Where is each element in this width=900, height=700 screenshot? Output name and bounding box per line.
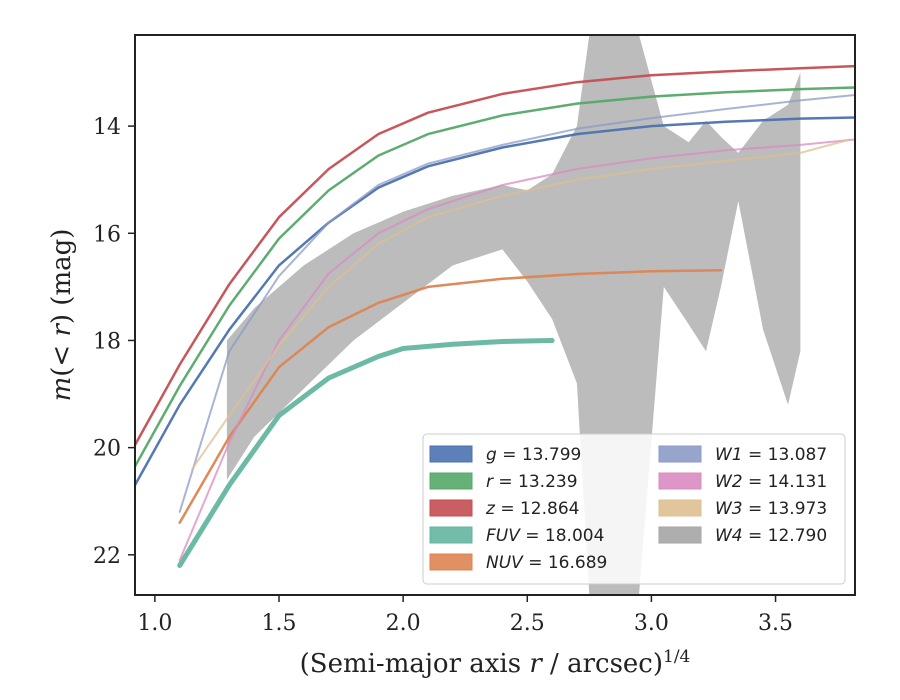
x-tick-label: 2.0	[386, 611, 421, 636]
legend-label-w3: W3 = 13.973	[715, 499, 827, 519]
legend-swatch-g	[429, 445, 473, 463]
legend-label-w4: W4 = 12.790	[715, 526, 827, 546]
legend-swatch-w4	[658, 526, 702, 544]
legend-label-w1: W1 = 13.087	[715, 445, 827, 465]
legend: g = 13.799 r = 13.239 z = 12.864 FUV = 18.0…	[422, 433, 846, 585]
x-axis-label: (Semi-major axis r / arcsec)1/4	[300, 647, 691, 679]
legend-box	[422, 433, 846, 585]
legend-label-nuv: NUV = 16.689	[486, 553, 607, 573]
y-tick-label: 14	[93, 115, 121, 140]
series-line-nuv	[178, 269, 723, 524]
series-line-g	[135, 116, 855, 487]
series-line-z	[135, 64, 855, 447]
y-tick-label: 22	[93, 544, 121, 569]
legend-swatch-w2	[658, 472, 702, 490]
y-axis-label: m(< r) (mag)	[47, 229, 77, 402]
legend-label-z: z = 12.864	[485, 499, 579, 519]
x-tick-label: 3.0	[634, 611, 669, 636]
series-line-fuv	[177, 338, 555, 568]
y-tick-label: 18	[93, 329, 121, 354]
legend-swatch-z	[429, 499, 473, 517]
legend-label-r: r = 13.239	[486, 472, 578, 492]
x-tick-label: 1.5	[262, 611, 297, 636]
series-line-w3	[191, 138, 851, 471]
legend-swatch-fuv	[429, 526, 473, 544]
plot-area	[135, 35, 855, 595]
legend-swatch-nuv	[429, 553, 473, 571]
x-tick-label: 3.5	[758, 611, 793, 636]
y-tick-label: 16	[93, 222, 121, 247]
x-tick-label: 2.5	[510, 611, 545, 636]
legend-label-fuv: FUV = 18.004	[486, 526, 604, 546]
series-line-w1	[178, 94, 855, 513]
legend-swatch-r	[429, 472, 473, 490]
series-band-w4	[226, 35, 801, 595]
y-axis: 14 16 18 20 22	[93, 115, 135, 569]
legend-label-g: g = 13.799	[486, 445, 581, 465]
x-axis: 1.0 1.5 2.0 2.5 3.0 3.5	[137, 595, 793, 636]
legend-label-w2: W2 = 14.131	[715, 472, 827, 492]
axes-frame	[134, 34, 856, 596]
legend-swatch-w3	[658, 499, 702, 517]
legend-swatch-w1	[658, 445, 702, 463]
y-tick-label: 20	[93, 437, 121, 462]
x-tick-label: 1.0	[137, 611, 172, 636]
series-line-r	[135, 86, 855, 468]
